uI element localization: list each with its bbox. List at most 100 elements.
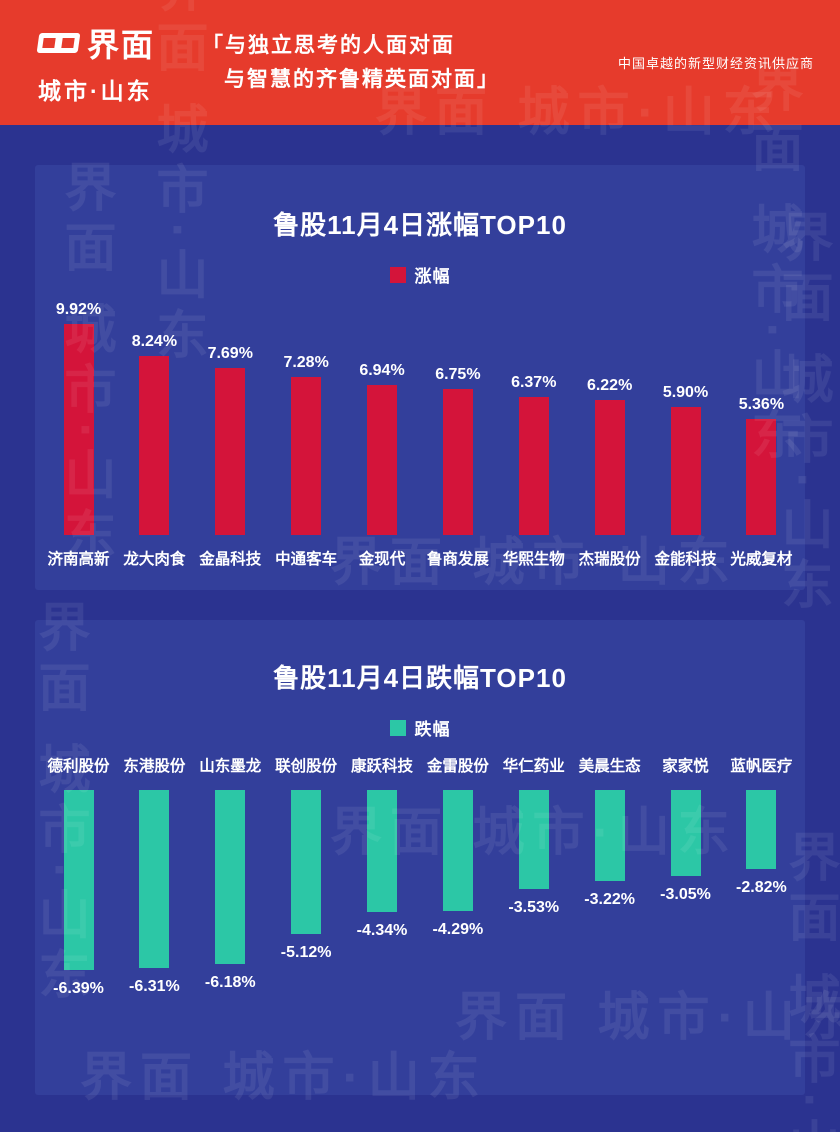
bar-column: 蓝帆医疗 -2.82% bbox=[724, 754, 799, 998]
losers-legend-label: 跌幅 bbox=[414, 720, 451, 739]
value-label: 7.69% bbox=[207, 345, 253, 362]
bar bbox=[746, 419, 777, 535]
header: 界面 城市·山东 「与独立思考的人面对面 与智慧的齐鲁精英面对面」 中国卓越的新… bbox=[0, 0, 840, 125]
losers-chart-title: 鲁股11月4日跌幅TOP10 bbox=[273, 663, 567, 693]
gainers-bar-chart: 9.92% 济南高新 8.24% 龙大肉食 7.69% 金晶科技 7.28% 中通客车 6.94… bbox=[35, 301, 805, 569]
category-label: 光威复材 bbox=[730, 551, 793, 568]
bar bbox=[139, 790, 170, 968]
losers-legend: 跌幅 bbox=[35, 715, 805, 740]
category-label: 鲁商发展 bbox=[426, 551, 489, 568]
category-label: 家家悦 bbox=[662, 758, 709, 775]
category-label: 康跃科技 bbox=[350, 758, 413, 775]
bar bbox=[63, 790, 94, 970]
bar bbox=[215, 368, 246, 535]
bar bbox=[63, 324, 94, 535]
value-label: 5.90% bbox=[662, 384, 709, 401]
bar bbox=[518, 397, 549, 535]
category-label: 金雷股份 bbox=[426, 758, 489, 775]
value-label: -3.05% bbox=[660, 886, 711, 903]
category-label: 金现代 bbox=[358, 551, 406, 568]
brand-block: 界面 城市·山东 bbox=[36, 20, 188, 106]
bar-column: 美晨生态 -3.22% bbox=[572, 754, 647, 998]
bar-column: 金雷股份 -4.29% bbox=[420, 754, 495, 998]
bar bbox=[442, 389, 473, 535]
bar bbox=[367, 790, 397, 912]
bar bbox=[215, 790, 246, 964]
gainers-legend: 涨幅 bbox=[35, 262, 805, 287]
bar bbox=[594, 790, 625, 881]
quote-line-1: 「与独立思考的人面对面 bbox=[202, 33, 455, 57]
value-label: 6.37% bbox=[511, 374, 557, 391]
value-label: -6.18% bbox=[204, 974, 256, 991]
bar-column: 7.69% 金晶科技 bbox=[193, 301, 268, 569]
header-tagline: 中国卓越的新型财经资讯供应商 bbox=[617, 56, 814, 71]
value-label: 7.28% bbox=[283, 354, 329, 371]
bar bbox=[139, 356, 170, 535]
bar bbox=[746, 790, 777, 869]
gainers-chart-title: 鲁股11月4日涨幅TOP10 bbox=[273, 210, 567, 240]
category-label: 杰瑞股份 bbox=[578, 551, 641, 568]
bar-column: 德利股份 -6.39% bbox=[41, 754, 116, 998]
quote-line-2: 与智慧的齐鲁精英面对面」 bbox=[224, 67, 500, 91]
losers-bar-chart: 德利股份 -6.39% 东港股份 -6.31% 山东墨龙 -6.18% 联创股份 -5.12%… bbox=[35, 754, 805, 998]
category-label: 济南高新 bbox=[47, 551, 110, 568]
brand-subtitle: 城市·山东 bbox=[38, 77, 153, 104]
chart-card-gainers: 鲁股11月4日涨幅TOP10 涨幅 9.92% 济南高新 8.24% 龙大肉食 7.69… bbox=[35, 165, 805, 590]
gainers-legend-label: 涨幅 bbox=[414, 267, 451, 286]
bar-column: 6.75% 鲁商发展 bbox=[420, 301, 495, 569]
bar-column: 5.90% 金能科技 bbox=[648, 301, 723, 569]
value-label: -4.29% bbox=[432, 921, 484, 938]
bar bbox=[518, 790, 549, 889]
bar-column: 联创股份 -5.12% bbox=[269, 754, 344, 998]
category-label: 山东墨龙 bbox=[199, 758, 262, 775]
value-label: -6.31% bbox=[129, 978, 180, 995]
brand-top: 界面 bbox=[36, 20, 188, 66]
gainers-legend-swatch bbox=[389, 266, 406, 283]
category-label: 金能科技 bbox=[654, 551, 717, 568]
bar-column: 7.28% 中通客车 bbox=[269, 301, 344, 569]
logo-frame-icon bbox=[53, 32, 81, 53]
losers-legend-swatch bbox=[389, 719, 406, 736]
bar-column: 东港股份 -6.31% bbox=[117, 754, 192, 998]
value-label: -6.39% bbox=[53, 980, 104, 997]
bar bbox=[442, 790, 473, 911]
bar-column: 5.36% 光威复材 bbox=[724, 301, 799, 569]
value-label: 6.22% bbox=[586, 377, 633, 394]
value-label: -2.82% bbox=[736, 879, 787, 896]
category-label: 金晶科技 bbox=[199, 551, 262, 568]
bar-column: 6.37% 华熙生物 bbox=[496, 301, 571, 569]
category-label: 东港股份 bbox=[123, 758, 186, 775]
jiemian-logo-icon bbox=[36, 32, 81, 53]
bar-column: 6.94% 金现代 bbox=[345, 301, 420, 569]
logo-text: 界面 bbox=[87, 26, 156, 63]
bar bbox=[594, 400, 625, 535]
bar bbox=[670, 407, 701, 535]
bar-column: 9.92% 济南高新 bbox=[41, 301, 116, 569]
bar bbox=[291, 790, 322, 934]
value-label: -4.34% bbox=[356, 922, 408, 939]
value-label: 6.75% bbox=[435, 366, 481, 383]
category-label: 华仁药业 bbox=[502, 758, 565, 775]
category-label: 中通客车 bbox=[275, 551, 338, 568]
bar-column: 8.24% 龙大肉食 bbox=[117, 301, 192, 569]
bar bbox=[670, 790, 701, 876]
value-label: -3.22% bbox=[584, 891, 635, 908]
category-label: 龙大肉食 bbox=[123, 551, 186, 568]
bar-column: 华仁药业 -3.53% bbox=[496, 754, 571, 998]
bar bbox=[367, 385, 397, 535]
bar-column: 家家悦 -3.05% bbox=[648, 754, 723, 998]
bar-column: 山东墨龙 -6.18% bbox=[193, 754, 268, 998]
category-label: 德利股份 bbox=[47, 758, 110, 775]
category-label: 华熙生物 bbox=[502, 551, 565, 568]
header-quote: 「与独立思考的人面对面 与智慧的齐鲁精英面对面」 bbox=[202, 29, 500, 97]
bar-column: 康跃科技 -4.34% bbox=[345, 754, 420, 998]
value-label: 5.36% bbox=[738, 396, 785, 413]
bar bbox=[291, 377, 322, 535]
bar-column: 6.22% 杰瑞股份 bbox=[572, 301, 647, 569]
value-label: 8.24% bbox=[131, 333, 178, 350]
value-label: -3.53% bbox=[508, 899, 560, 916]
value-label: 6.94% bbox=[359, 362, 405, 379]
chart-card-losers: 鲁股11月4日跌幅TOP10 跌幅 德利股份 -6.39% 东港股份 -6.31% 山东… bbox=[35, 620, 805, 1095]
category-label: 蓝帆医疗 bbox=[730, 758, 793, 775]
value-label: -5.12% bbox=[280, 944, 332, 961]
